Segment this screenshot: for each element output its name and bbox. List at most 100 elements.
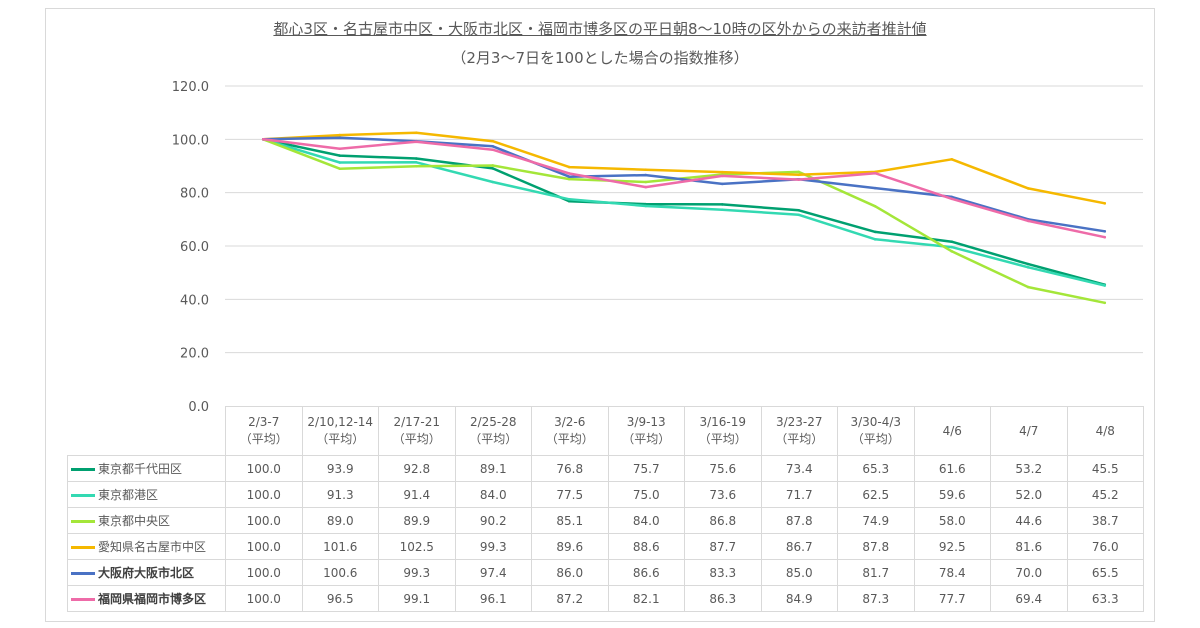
x-category-label: 3/23-27 （平均）: [760, 406, 838, 456]
table-cell: 87.3: [837, 585, 915, 612]
category-note: （平均）: [622, 432, 671, 446]
category-date: 3/9-13: [626, 415, 666, 429]
x-category-label: 2/17-21 （平均）: [378, 406, 456, 456]
category-date: 4/8: [1095, 423, 1115, 438]
table-cell: 86.3: [684, 585, 762, 612]
legend-entry: 愛知県名古屋市中区: [67, 533, 226, 560]
table-cell: 97.4: [454, 559, 532, 586]
data-point: [1103, 301, 1107, 305]
table-cell: 77.5: [531, 481, 609, 508]
table-cell: 53.2: [990, 455, 1068, 482]
table-cell: 92.5: [913, 533, 991, 560]
series-name: 大阪府大阪市北区: [98, 566, 195, 580]
data-point: [950, 245, 954, 249]
table-corner: [67, 406, 226, 456]
category-date: 4/7: [1019, 423, 1039, 438]
legend-key: [71, 468, 95, 471]
table-cell: 69.4: [990, 585, 1068, 612]
chart-frame: [45, 8, 1155, 622]
data-point: [797, 213, 801, 217]
table-row: 福岡県福岡市博多区 100.0 96.5 99.1 96.1 87.2 82.1 86.3 84…: [67, 585, 1144, 612]
table-row: 東京都中央区 100.0 89.0 89.9 90.2 85.1 84.0 86.8 87.8 7…: [67, 507, 1144, 534]
table-cell: 96.1: [454, 585, 532, 612]
y-tick-label: 80.0: [180, 187, 209, 202]
table-cell: 87.2: [531, 585, 609, 612]
data-point: [338, 133, 342, 137]
table-row: 東京都千代田区 100.0 93.9 92.8 89.1 76.8 75.7 75.6 73.4…: [67, 455, 1144, 482]
table-cell: 45.2: [1066, 481, 1144, 508]
table-cell: 76.8: [531, 455, 609, 482]
data-point: [720, 203, 724, 206]
legend-key: [71, 494, 95, 497]
table-cell: 99.3: [378, 559, 456, 586]
data-point: [644, 180, 648, 184]
legend-key: [71, 598, 95, 601]
data-point: [261, 138, 265, 141]
table-cell: 85.1: [531, 507, 609, 534]
x-category-label: 2/3-7 （平均）: [225, 406, 303, 456]
category-date: 2/10,12-14: [307, 415, 374, 429]
x-category-label: 2/10,12-14 （平均）: [301, 406, 379, 456]
data-point: [1026, 266, 1030, 269]
category-note: （平均）: [392, 432, 441, 446]
table-cell: 84.9: [760, 585, 838, 612]
category-note: （平均）: [851, 432, 900, 446]
table-cell: 101.6: [301, 533, 379, 560]
data-point: [1026, 262, 1030, 266]
data-point: [567, 172, 571, 175]
data-point: [797, 170, 801, 174]
legend-entry: 東京都港区: [67, 481, 226, 508]
data-point: [720, 208, 724, 212]
table-cell: 100.6: [301, 559, 379, 586]
series-line-3: [262, 138, 1106, 305]
series-name: 東京都中央区: [98, 514, 171, 528]
data-point: [338, 161, 342, 164]
data-point: [873, 204, 877, 208]
table-cell: 88.6: [607, 533, 685, 560]
data-point: [1026, 187, 1030, 190]
y-tick-label: 120.0: [172, 80, 209, 95]
table-cell: 75.0: [607, 481, 685, 508]
data-point: [491, 164, 495, 167]
category-note: （平均）: [316, 432, 365, 446]
data-point: [644, 168, 648, 172]
table-cell: 82.1: [607, 585, 685, 612]
data-point: [644, 185, 648, 189]
series-line-4: [262, 131, 1106, 205]
table-cell: 91.3: [301, 481, 379, 508]
data-point: [1103, 284, 1107, 287]
y-tick-label: 60.0: [180, 240, 209, 255]
table-cell: 92.8: [378, 455, 456, 482]
table-cell: 86.0: [531, 559, 609, 586]
category-note: （平均）: [239, 432, 288, 446]
category-note: （平均）: [698, 432, 747, 446]
data-point: [873, 186, 877, 190]
table-cell: 93.9: [301, 455, 379, 482]
table-cell: 84.0: [454, 481, 532, 508]
table-row: 愛知県名古屋市中区 100.0 101.6 102.5 99.3 89.6 88.6 87.7…: [67, 533, 1144, 560]
data-point: [797, 208, 801, 212]
legend-key: [71, 572, 95, 575]
data-point: [414, 164, 418, 168]
table-cell: 100.0: [225, 559, 303, 586]
data-point: [720, 174, 724, 178]
data-point: [1103, 230, 1107, 233]
y-tick-label: 100.0: [172, 133, 209, 148]
table-cell: 89.9: [378, 507, 456, 534]
data-point: [873, 238, 877, 241]
data-point: [567, 177, 571, 181]
table-cell: 78.4: [913, 559, 991, 586]
table-cell: 73.4: [760, 455, 838, 482]
data-point: [338, 147, 342, 150]
data-point: [491, 180, 495, 184]
table-cell: 100.0: [225, 481, 303, 508]
x-category-label: 3/30-4/3 （平均）: [837, 406, 915, 456]
table-cell: 86.7: [760, 533, 838, 560]
table-cell: 87.8: [837, 533, 915, 560]
table-row: 大阪府大阪市北区 100.0 100.6 99.3 97.4 86.0 86.6 83.3 85…: [67, 559, 1144, 586]
data-point: [414, 131, 418, 134]
x-category-label: 3/2-6 （平均）: [531, 406, 609, 456]
table-cell: 44.6: [990, 507, 1068, 534]
table-cell: 71.7: [760, 481, 838, 508]
